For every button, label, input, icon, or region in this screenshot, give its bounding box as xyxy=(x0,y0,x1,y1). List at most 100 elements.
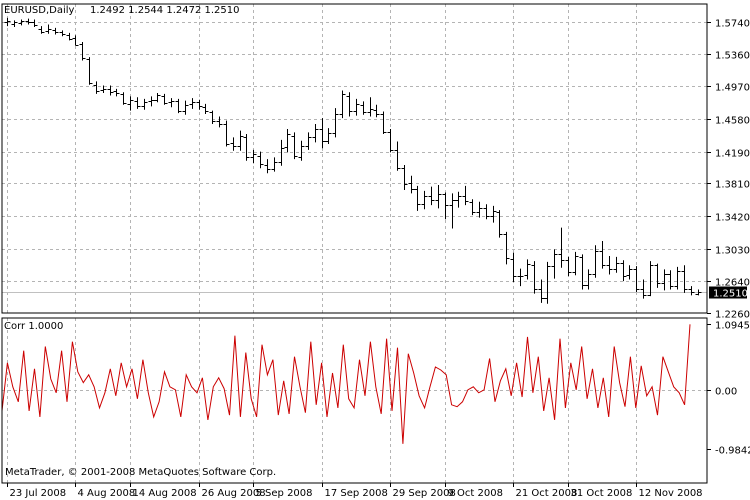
time-axis-label: 23 Jul 2008 xyxy=(10,488,67,499)
indicator-axis-label: -0.9842 xyxy=(715,446,750,457)
ohlc-bar xyxy=(572,251,579,276)
ohlc-bar xyxy=(592,245,599,278)
ohlc-bar xyxy=(202,103,209,114)
ohlc-bar xyxy=(18,19,25,26)
ohlc-bar xyxy=(107,85,114,96)
ohlc-bar xyxy=(182,100,189,115)
ohlc-bar xyxy=(654,263,661,288)
ohlc-bar xyxy=(674,266,681,290)
ohlc-bar xyxy=(230,137,237,151)
ohlc-bar xyxy=(113,88,120,97)
time-axis-label: 31 Oct 2008 xyxy=(571,488,633,499)
time-axis-label: 5 Sep 2008 xyxy=(256,488,313,499)
ohlc-bar xyxy=(4,17,11,27)
ohlc-bar xyxy=(435,185,442,209)
ohlc-bar xyxy=(599,241,606,269)
ohlc-bar xyxy=(681,265,688,293)
ohlc-bar xyxy=(189,98,196,109)
ohlc-bar xyxy=(551,249,558,279)
symbol-header: EURUSD,Daily xyxy=(4,5,75,16)
ohlc-bar xyxy=(298,140,305,161)
ohlc-bar xyxy=(264,159,271,174)
price-axis-label: 1.3030 xyxy=(715,246,750,257)
grid-lines xyxy=(2,4,707,483)
ohlc-bar xyxy=(620,260,627,282)
ohlc-bar xyxy=(161,93,168,105)
ohlc-bar xyxy=(100,85,107,94)
ohlc-bar xyxy=(25,18,32,25)
ohlc-bar xyxy=(579,254,586,290)
indicator-label: Corr 1.0000 xyxy=(4,321,63,332)
price-axis-label: 1.3420 xyxy=(715,213,750,224)
ohlc-bar xyxy=(626,265,633,280)
ohlc-bar xyxy=(72,35,79,46)
ohlc-bar xyxy=(325,128,332,145)
ohlc-bar xyxy=(462,185,469,206)
ohlc-bar xyxy=(148,96,155,107)
ohlc-bar xyxy=(503,231,510,265)
ohlc-bar xyxy=(291,132,298,160)
time-axis-label: 21 Oct 2008 xyxy=(516,488,578,499)
ohlc-bar xyxy=(490,205,497,223)
ohlc-bar xyxy=(455,191,462,208)
ohlc-bar xyxy=(196,99,203,110)
ohlc-bar xyxy=(538,279,545,303)
time-axis-label: 26 Aug 2008 xyxy=(202,488,266,499)
price-axis-label: 1.4970 xyxy=(715,83,750,94)
time-axis-label: 4 Aug 2008 xyxy=(78,488,136,499)
ohlc-bar xyxy=(353,98,360,116)
ohlc-bar xyxy=(373,104,380,118)
ohlc-bar xyxy=(278,139,285,166)
ohlc-bar xyxy=(585,269,592,290)
price-axis-label: 1.4580 xyxy=(715,116,750,127)
ohlc-bar xyxy=(284,128,291,153)
copyright-footer: MetaTrader, © 2001-2008 MetaQuotes Softw… xyxy=(5,467,276,478)
ohlc-bar xyxy=(154,93,161,103)
ohlc-bar xyxy=(565,256,572,277)
ohlc-bar xyxy=(667,270,674,290)
ohlc-bar xyxy=(469,199,476,216)
time-axis-label: 12 Nov 2008 xyxy=(639,488,703,499)
ohlc-bar xyxy=(31,19,38,28)
ohlc-bar xyxy=(695,289,702,296)
ohlc-bar xyxy=(633,266,640,292)
time-axis-label: 14 Aug 2008 xyxy=(133,488,197,499)
ohlc-bar xyxy=(394,141,401,171)
ohlc-bar xyxy=(647,261,654,297)
price-axis-label: 1.4190 xyxy=(715,149,750,160)
ohlc-bar xyxy=(661,269,668,291)
ohlc-bar xyxy=(476,201,483,218)
corr-series-line xyxy=(1,324,691,444)
ohlc-bar xyxy=(531,261,538,294)
ohlc-header: 1.2492 1.2544 1.2472 1.2510 xyxy=(90,5,240,16)
indicator-axis-label: 0.00 xyxy=(715,387,737,398)
ohlc-bar xyxy=(510,252,517,282)
price-bars xyxy=(4,17,702,304)
ohlc-bar xyxy=(257,151,264,169)
ohlc-bar xyxy=(319,118,326,149)
ohlc-bar xyxy=(250,149,257,164)
ohlc-bar xyxy=(243,134,250,161)
ohlc-bar xyxy=(380,111,387,135)
ohlc-bar xyxy=(134,97,141,109)
indicator-axis-label: 1.0945 xyxy=(715,321,750,332)
ohlc-bar xyxy=(449,193,456,229)
ohlc-bar xyxy=(387,128,394,153)
ohlc-bar xyxy=(421,190,428,210)
ohlc-bar xyxy=(640,279,647,299)
axes: 1.5740 1.5360 1.4970 1.4580 1.4190 1.3810 1.34… xyxy=(1,3,750,499)
ohlc-bar xyxy=(332,108,339,138)
ohlc-bar xyxy=(613,256,620,273)
ohlc-bar xyxy=(517,268,524,287)
ohlc-bar xyxy=(271,157,278,172)
ohlc-bar xyxy=(483,204,490,220)
ohlc-bar xyxy=(120,92,127,105)
ohlc-bar xyxy=(216,116,223,128)
ohlc-bar xyxy=(442,192,449,220)
ohlc-bar xyxy=(209,110,216,124)
ohlc-bar xyxy=(168,98,175,108)
ohlc-bar xyxy=(237,130,244,151)
ohlc-bar xyxy=(346,92,353,117)
ohlc-bar xyxy=(127,96,134,111)
